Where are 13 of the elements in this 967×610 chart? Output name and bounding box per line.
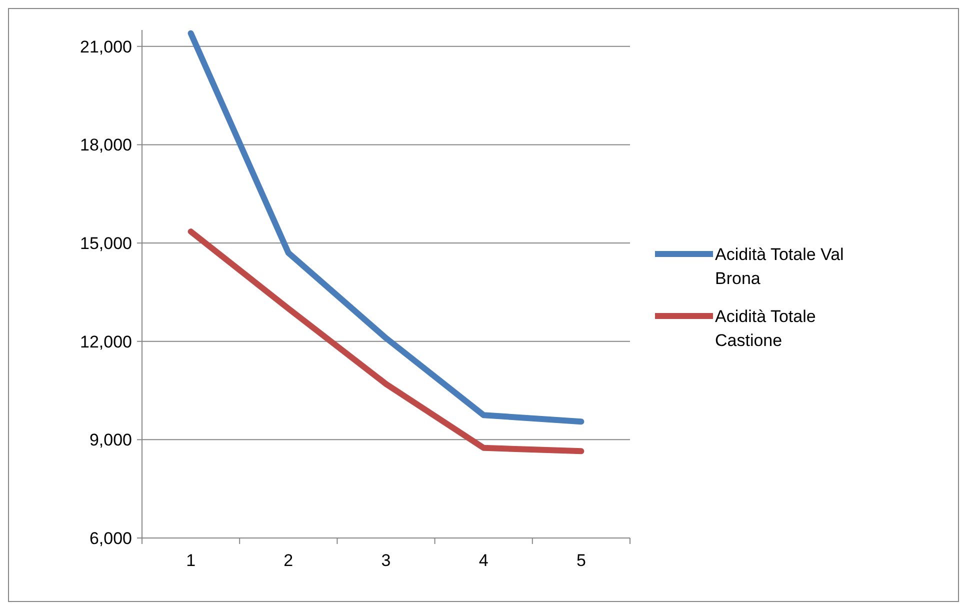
- y-tick-label: 9,000: [89, 430, 132, 450]
- y-tick-label: 6,000: [89, 528, 132, 548]
- y-tick-label: 15,000: [80, 234, 132, 253]
- legend-label: Acidità Totale Val Brona: [715, 244, 844, 288]
- x-tick-label: 2: [284, 551, 294, 570]
- x-tick-label: 3: [381, 551, 391, 570]
- y-tick-label: 12,000: [80, 332, 132, 352]
- x-tick-label: 1: [186, 551, 196, 570]
- legend-label: Acidità Totale Castione: [715, 306, 816, 350]
- y-tick-label: 18,000: [80, 136, 132, 155]
- x-tick-label: 5: [576, 551, 586, 570]
- x-tick-label: 4: [478, 551, 488, 570]
- y-tick-label: 21,000: [80, 37, 132, 56]
